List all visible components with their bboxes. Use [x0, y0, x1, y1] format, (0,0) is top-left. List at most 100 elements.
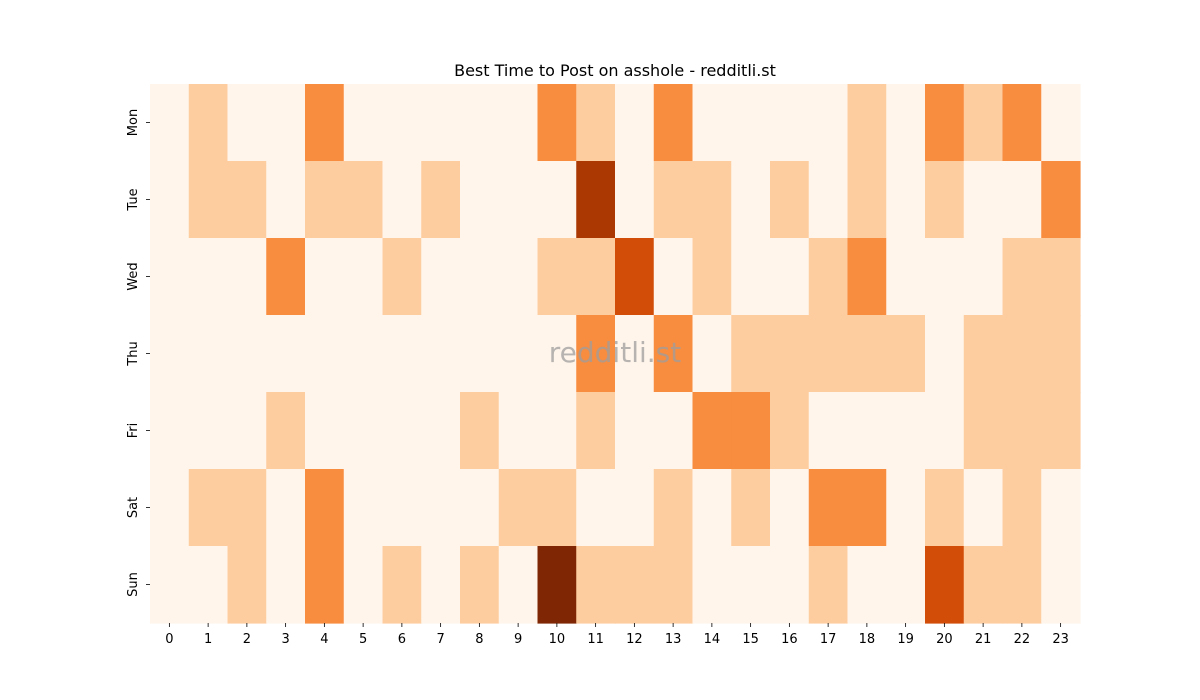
heatmap-cell-thu-10: [537, 315, 577, 393]
heatmap-cell-tue-15: [731, 161, 771, 239]
heatmap-cell-mon-22: [1002, 84, 1042, 162]
heatmap-cell-sun-19: [886, 546, 926, 624]
heatmap-cell-wed-16: [770, 238, 810, 316]
heatmap-cell-fri-7: [421, 392, 461, 470]
x-tick-label: 18: [859, 632, 876, 647]
x-tick-label: 0: [165, 632, 173, 647]
heatmap-cell-wed-1: [188, 238, 229, 316]
heatmap-cell-sat-12: [615, 469, 655, 547]
x-tick-label: 5: [359, 632, 367, 647]
heatmap-cell-thu-20: [925, 315, 965, 393]
heatmap-cell-sun-20: [925, 546, 965, 624]
x-axis: 0 1 2 3 4 5 6 7 8 9 10 11 12 13 14 15 16 17 18 19 20 21 22 23: [165, 623, 1069, 647]
y-axis: Mon Tue Wed Thu Fri Sat Sun: [126, 109, 150, 597]
heatmap-cell-mon-15: [731, 84, 771, 162]
heatmap-cell-sun-7: [421, 546, 461, 624]
heatmap-cell-tue-3: [266, 161, 306, 239]
heatmap-cell-sun-23: [1041, 546, 1081, 624]
heatmap-cell-sun-6: [382, 546, 422, 624]
heatmap-cell-thu-12: [615, 315, 655, 393]
x-tick-label: 2: [243, 632, 251, 647]
heatmap-cell-tue-20: [925, 161, 965, 239]
x-tick-label: 11: [587, 632, 604, 647]
heatmap-cell-sat-20: [925, 469, 965, 547]
x-tick-label: 17: [820, 632, 837, 647]
x-tick-label: 22: [1014, 632, 1031, 647]
heatmap-cell-sun-0: [150, 546, 190, 624]
heatmap-cell-tue-14: [692, 161, 732, 239]
heatmap-cell-mon-21: [963, 84, 1004, 162]
heatmap-cell-tue-11: [576, 161, 616, 239]
heatmap-cell-sat-8: [460, 469, 500, 547]
heatmap-cell-sat-0: [150, 469, 190, 547]
heatmap-cell-sat-22: [1002, 469, 1042, 547]
heatmap-cell-mon-5: [343, 84, 384, 162]
heatmap-cell-fri-17: [808, 392, 849, 470]
heatmap-cell-sun-16: [770, 546, 810, 624]
y-tick-label: Sun: [126, 572, 141, 597]
heatmap-cell-sat-11: [576, 469, 616, 547]
heatmap-cell-fri-18: [847, 392, 887, 470]
heatmap-cell-mon-14: [692, 84, 732, 162]
heatmap-cell-mon-12: [615, 84, 655, 162]
heatmap-cell-thu-8: [460, 315, 500, 393]
heatmap-cell-fri-8: [460, 392, 500, 470]
heatmap-cell-wed-14: [692, 238, 732, 316]
heatmap-cell-tue-13: [653, 161, 694, 239]
heatmap-cell-sun-17: [808, 546, 849, 624]
x-tick-label: 21: [975, 632, 992, 647]
heatmap-cell-wed-0: [150, 238, 190, 316]
x-tick-label: 1: [204, 632, 212, 647]
heatmap-cell-mon-16: [770, 84, 810, 162]
heatmap-cell-wed-20: [925, 238, 965, 316]
heatmap-cell-tue-10: [537, 161, 577, 239]
heatmap-cells: [150, 84, 1081, 624]
heatmap-cell-wed-6: [382, 238, 422, 316]
heatmap-cell-thu-11: [576, 315, 616, 393]
heatmap-cell-sat-21: [963, 469, 1004, 547]
heatmap-cell-fri-15: [731, 392, 771, 470]
heatmap-cell-sat-5: [343, 469, 384, 547]
heatmap-cell-mon-0: [150, 84, 190, 162]
heatmap-cell-tue-4: [305, 161, 345, 239]
x-tick-label: 9: [514, 632, 522, 647]
heatmap-cell-tue-6: [382, 161, 422, 239]
heatmap-cell-wed-8: [460, 238, 500, 316]
heatmap-cell-sun-13: [653, 546, 694, 624]
heatmap-cell-tue-18: [847, 161, 887, 239]
x-tick-label: 14: [704, 632, 721, 647]
heatmap-cell-wed-23: [1041, 238, 1081, 316]
heatmap-cell-sat-15: [731, 469, 771, 547]
heatmap-cell-sun-12: [615, 546, 655, 624]
heatmap-cell-tue-1: [188, 161, 229, 239]
heatmap-cell-tue-19: [886, 161, 926, 239]
heatmap-cell-mon-17: [808, 84, 849, 162]
heatmap-cell-wed-11: [576, 238, 616, 316]
y-tick-label: Fri: [126, 423, 141, 439]
heatmap-cell-wed-22: [1002, 238, 1042, 316]
heatmap-cell-thu-0: [150, 315, 190, 393]
heatmap-cell-wed-13: [653, 238, 694, 316]
heatmap-cell-fri-16: [770, 392, 810, 470]
heatmap-cell-tue-21: [963, 161, 1004, 239]
heatmap-cell-sun-1: [188, 546, 229, 624]
x-tick-label: 23: [1052, 632, 1069, 647]
heatmap-cell-fri-10: [537, 392, 577, 470]
heatmap-cell-thu-9: [498, 315, 539, 393]
heatmap-cell-thu-16: [770, 315, 810, 393]
heatmap-cell-fri-0: [150, 392, 190, 470]
heatmap-cell-wed-18: [847, 238, 887, 316]
heatmap-cell-sun-4: [305, 546, 345, 624]
heatmap-cell-sat-1: [188, 469, 229, 547]
heatmap-cell-fri-9: [498, 392, 539, 470]
heatmap-cell-sat-13: [653, 469, 694, 547]
x-tick-label: 19: [897, 632, 914, 647]
heatmap-cell-tue-9: [498, 161, 539, 239]
heatmap-cell-wed-4: [305, 238, 345, 316]
heatmap-cell-fri-20: [925, 392, 965, 470]
chart-title: Best Time to Post on asshole - redditli.…: [454, 61, 776, 80]
heatmap-cell-mon-9: [498, 84, 539, 162]
heatmap-cell-mon-11: [576, 84, 616, 162]
heatmap-cell-fri-5: [343, 392, 384, 470]
